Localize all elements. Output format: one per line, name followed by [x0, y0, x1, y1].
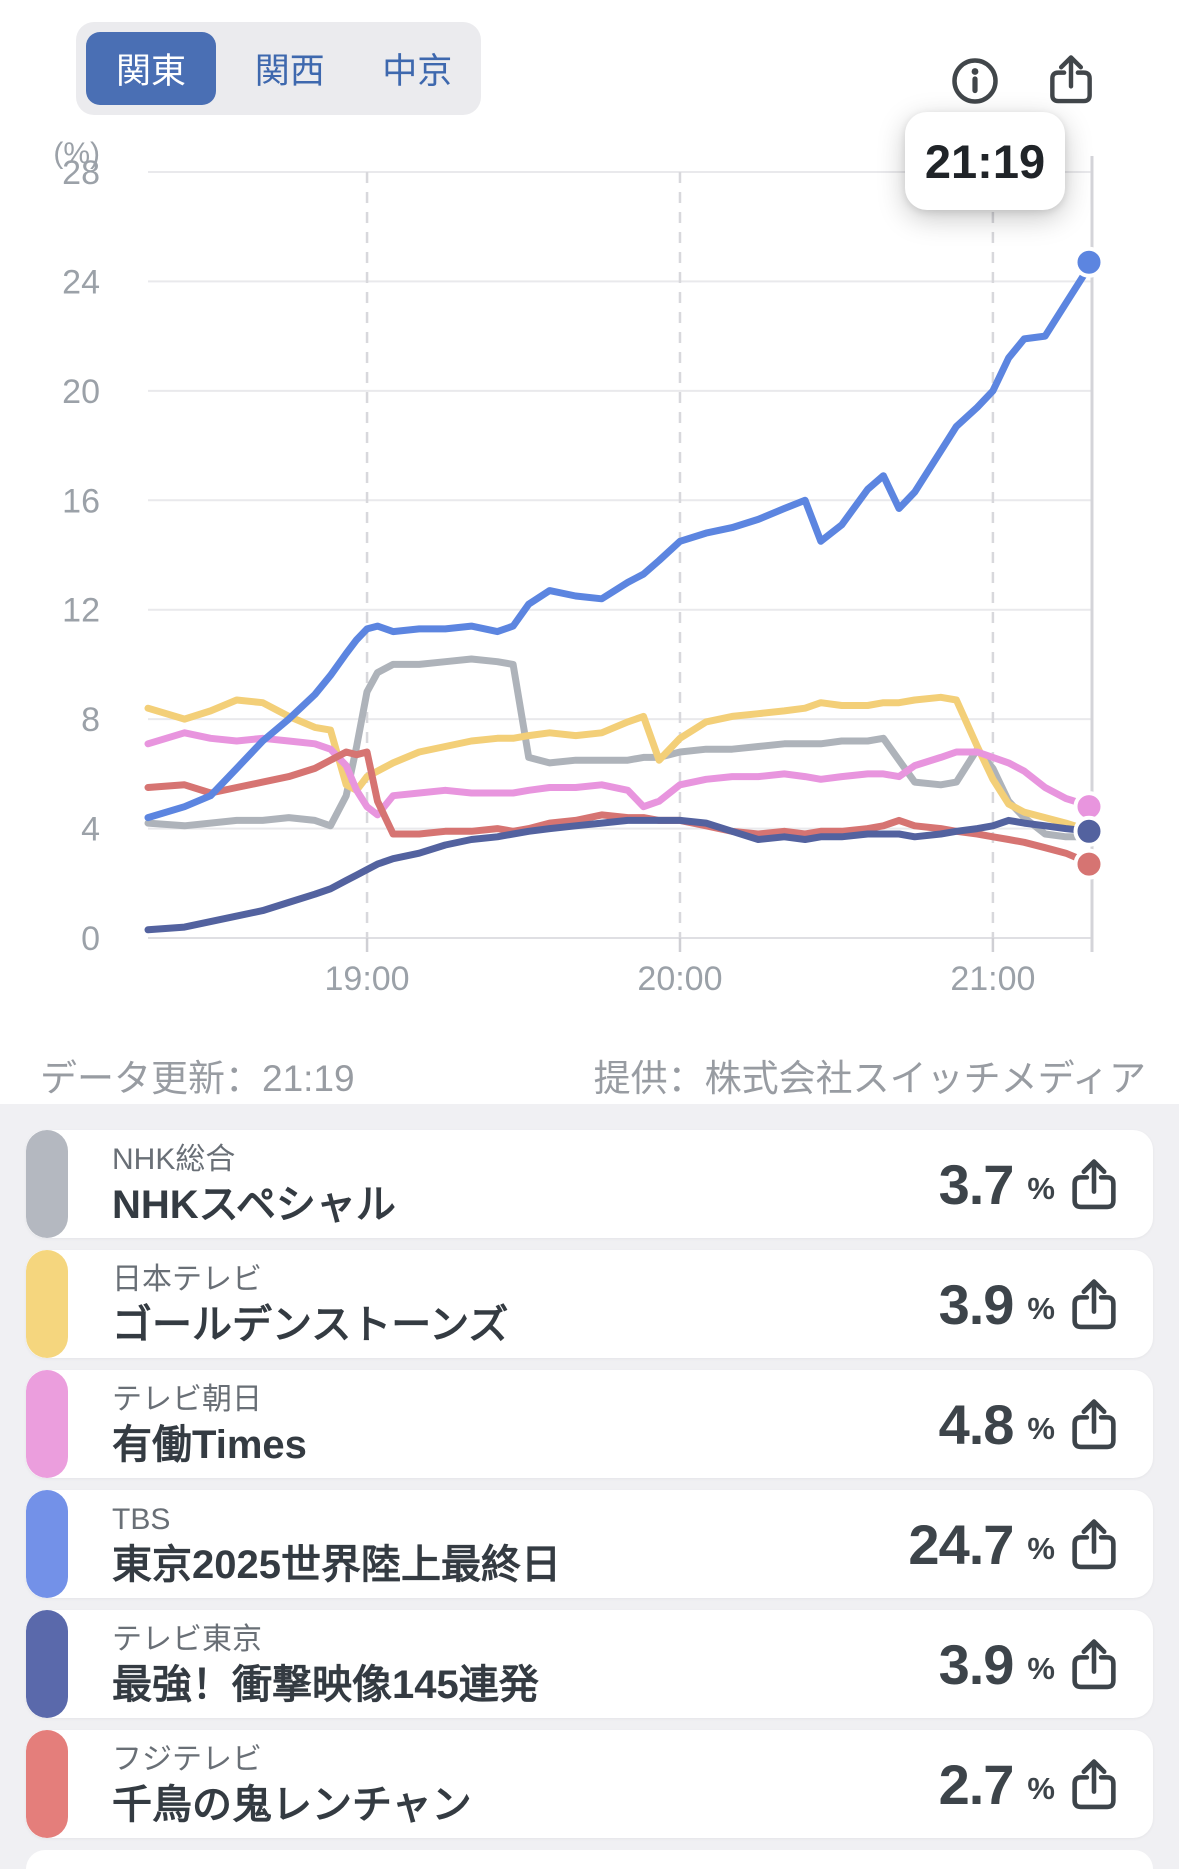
tab-kanto[interactable]: 関東 [86, 32, 217, 105]
channel-color-bar [26, 1490, 68, 1598]
program-title: 最強！衝撃映像145連発 [112, 1663, 539, 1707]
current-time-tooltip: 21:19 [905, 112, 1065, 210]
rating-unit: % [1027, 1171, 1055, 1206]
chart-footer: データ更新：21:19 提供：株式会社スイッチメディア [0, 1048, 1179, 1099]
data-updated-label: データ更新：21:19 [40, 1058, 355, 1099]
rating-value: 24.7 [908, 1512, 1014, 1576]
data-provider-label: 提供：株式会社スイッチメディア [593, 1058, 1146, 1099]
y-axis-tick-label: 4 [81, 811, 100, 849]
info-icon[interactable] [950, 56, 1000, 106]
series-line [144, 655, 1096, 841]
share-icon[interactable] [1069, 1397, 1119, 1452]
x-axis-tick-label: 21:00 [950, 960, 1035, 998]
x-axis-tick-label: 19:00 [325, 960, 410, 998]
channel-color-bar [26, 1130, 68, 1238]
x-axis-tick-label: 20:00 [637, 960, 722, 998]
tab-chukyo[interactable]: 中京 [382, 52, 453, 91]
list-item-cx[interactable]: フジテレビ 千鳥の鬼レンチャン 2.7 % [26, 1730, 1153, 1838]
channel-name: TBS [112, 1503, 171, 1536]
rating-value: 4.8 [938, 1392, 1015, 1456]
series-line [144, 816, 1096, 934]
rating-unit: % [1027, 1771, 1055, 1806]
list-item-partial[interactable] [26, 1850, 1153, 1869]
list-item-tbs[interactable]: TBS 東京2025世界陸上最終日 24.7 % [26, 1490, 1153, 1598]
program-title: NHKスペシャル [112, 1183, 396, 1227]
rating-value: 2.7 [938, 1752, 1015, 1816]
program-title: 有働Times [112, 1423, 307, 1467]
channel-name: NHK総合 [112, 1143, 236, 1176]
y-axis-unit-label: (%) [53, 137, 100, 170]
series-line [144, 258, 1096, 822]
series-line [144, 748, 1096, 868]
channel-color-bar [26, 1730, 68, 1838]
rating-value: 3.9 [938, 1632, 1015, 1696]
rating-unit: % [1027, 1531, 1055, 1566]
list-item-nhk[interactable]: NHK総合 NHKスペシャル 3.7 % [26, 1130, 1153, 1238]
share-icon[interactable] [1069, 1757, 1119, 1812]
rating-unit: % [1027, 1291, 1055, 1326]
share-icon[interactable] [1069, 1637, 1119, 1692]
share-icon[interactable] [1069, 1277, 1119, 1332]
channel-name: フジテレビ [112, 1743, 262, 1776]
channel-name: 日本テレビ [112, 1263, 262, 1296]
series-end-dot [1073, 815, 1105, 847]
channel-name: テレビ東京 [112, 1623, 262, 1656]
list-item-tx[interactable]: テレビ東京 最強！衝撃映像145連発 3.9 % [26, 1610, 1153, 1718]
y-axis-tick-label: 28 [62, 154, 100, 192]
program-title: ゴールデンストーンズ [112, 1303, 509, 1347]
rating-unit: % [1027, 1651, 1055, 1686]
y-axis-tick-label: 0 [81, 920, 100, 958]
channel-color-bar [26, 1610, 68, 1718]
y-axis-tick-label: 20 [62, 373, 100, 411]
list-item-ex[interactable]: テレビ朝日 有働Times 4.8 % [26, 1370, 1153, 1478]
channel-name: テレビ朝日 [112, 1383, 262, 1416]
tab-kansai[interactable]: 関西 [254, 52, 325, 91]
list-item-ntv[interactable]: 日本テレビ ゴールデンストーンズ 3.9 % [26, 1250, 1153, 1358]
rating-value: 3.7 [938, 1152, 1015, 1216]
y-axis-tick-label: 8 [81, 701, 100, 739]
share-icon[interactable] [1069, 1157, 1119, 1212]
channel-color-bar [26, 1370, 68, 1478]
region-tab-bar: 関東 関西 中京 [76, 22, 481, 115]
rating-value: 3.9 [938, 1272, 1015, 1336]
rating-unit: % [1027, 1411, 1055, 1446]
series-end-dot [1073, 848, 1105, 880]
series-end-dot [1073, 246, 1105, 278]
program-title: 東京2025世界陸上最終日 [112, 1543, 561, 1587]
program-title: 千鳥の鬼レンチャン [112, 1783, 472, 1827]
channel-color-bar [26, 1250, 68, 1358]
y-axis-tick-label: 16 [62, 482, 100, 520]
y-axis-tick-label: 24 [62, 263, 100, 301]
share-icon[interactable] [1046, 53, 1096, 106]
y-axis-tick-label: 12 [62, 592, 100, 630]
share-icon[interactable] [1069, 1517, 1119, 1572]
